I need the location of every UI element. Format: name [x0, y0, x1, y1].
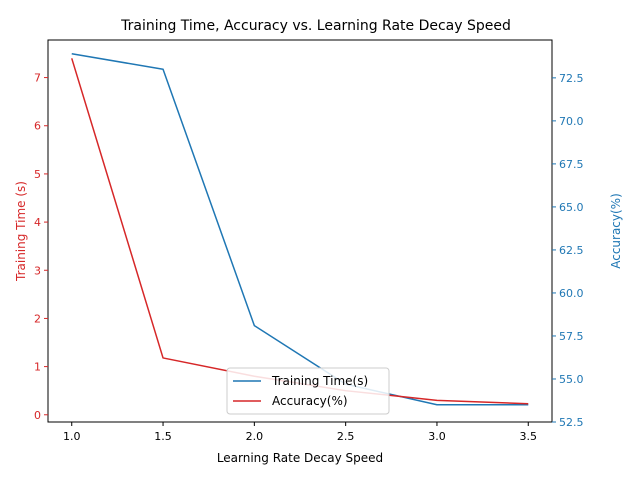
y-right-tick-label: 65.0	[559, 201, 584, 214]
legend: Training Time(s) Accuracy(%)	[226, 367, 390, 415]
x-axis-ticks: 1.0 1.5 2.0 2.5 3.0 3.5	[63, 422, 537, 443]
y-left-tick-label: 1	[34, 361, 41, 374]
chart-title: Training Time, Accuracy vs. Learning Rat…	[120, 18, 511, 34]
y-left-tick-label: 4	[34, 216, 41, 229]
x-tick-label: 1.0	[63, 430, 81, 443]
x-axis-label: Learning Rate Decay Speed	[217, 451, 383, 465]
series-line-accuracy	[71, 58, 529, 405]
y-left-tick-label: 6	[34, 120, 41, 133]
y-right-tick-label: 70.0	[559, 115, 584, 128]
y-right-tick-label: 55.0	[559, 373, 584, 386]
x-tick-label: 2.5	[337, 430, 355, 443]
y-right-tick-label: 60.0	[559, 287, 584, 300]
legend-label-training-time: Training Time(s)	[271, 374, 368, 388]
y-right-axis-ticks: 52.5 55.0 57.5 60.0 62.5 65.0 67.5 70.0 72.5	[552, 72, 584, 429]
y-left-tick-label: 0	[34, 409, 41, 422]
y-left-axis-ticks: 0 1 2 3 4 5 6 7	[34, 72, 48, 422]
x-tick-label: 1.5	[154, 430, 172, 443]
y-left-tick-label: 2	[34, 312, 41, 325]
y-right-tick-label: 67.5	[559, 158, 584, 171]
y-left-tick-label: 3	[34, 264, 41, 277]
series-line-training-time-s	[71, 53, 529, 406]
y-left-tick-label: 7	[34, 72, 41, 85]
y-left-axis-label: Training Time (s)	[14, 181, 28, 282]
x-tick-label: 3.0	[428, 430, 446, 443]
y-right-tick-label: 72.5	[559, 72, 584, 85]
x-tick-label: 3.5	[520, 430, 538, 443]
plot-frame	[47, 39, 553, 423]
y-right-tick-label: 52.5	[559, 416, 584, 429]
legend-label-accuracy: Accuracy(%)	[272, 394, 348, 408]
y-left-tick-label: 5	[34, 168, 41, 181]
x-tick-label: 2.0	[246, 430, 264, 443]
plot-lines	[71, 53, 529, 406]
legend-box	[226, 367, 390, 415]
y-right-axis-label: Accuracy(%)	[609, 193, 623, 269]
y-right-tick-label: 57.5	[559, 330, 584, 343]
y-right-tick-label: 62.5	[559, 244, 584, 257]
